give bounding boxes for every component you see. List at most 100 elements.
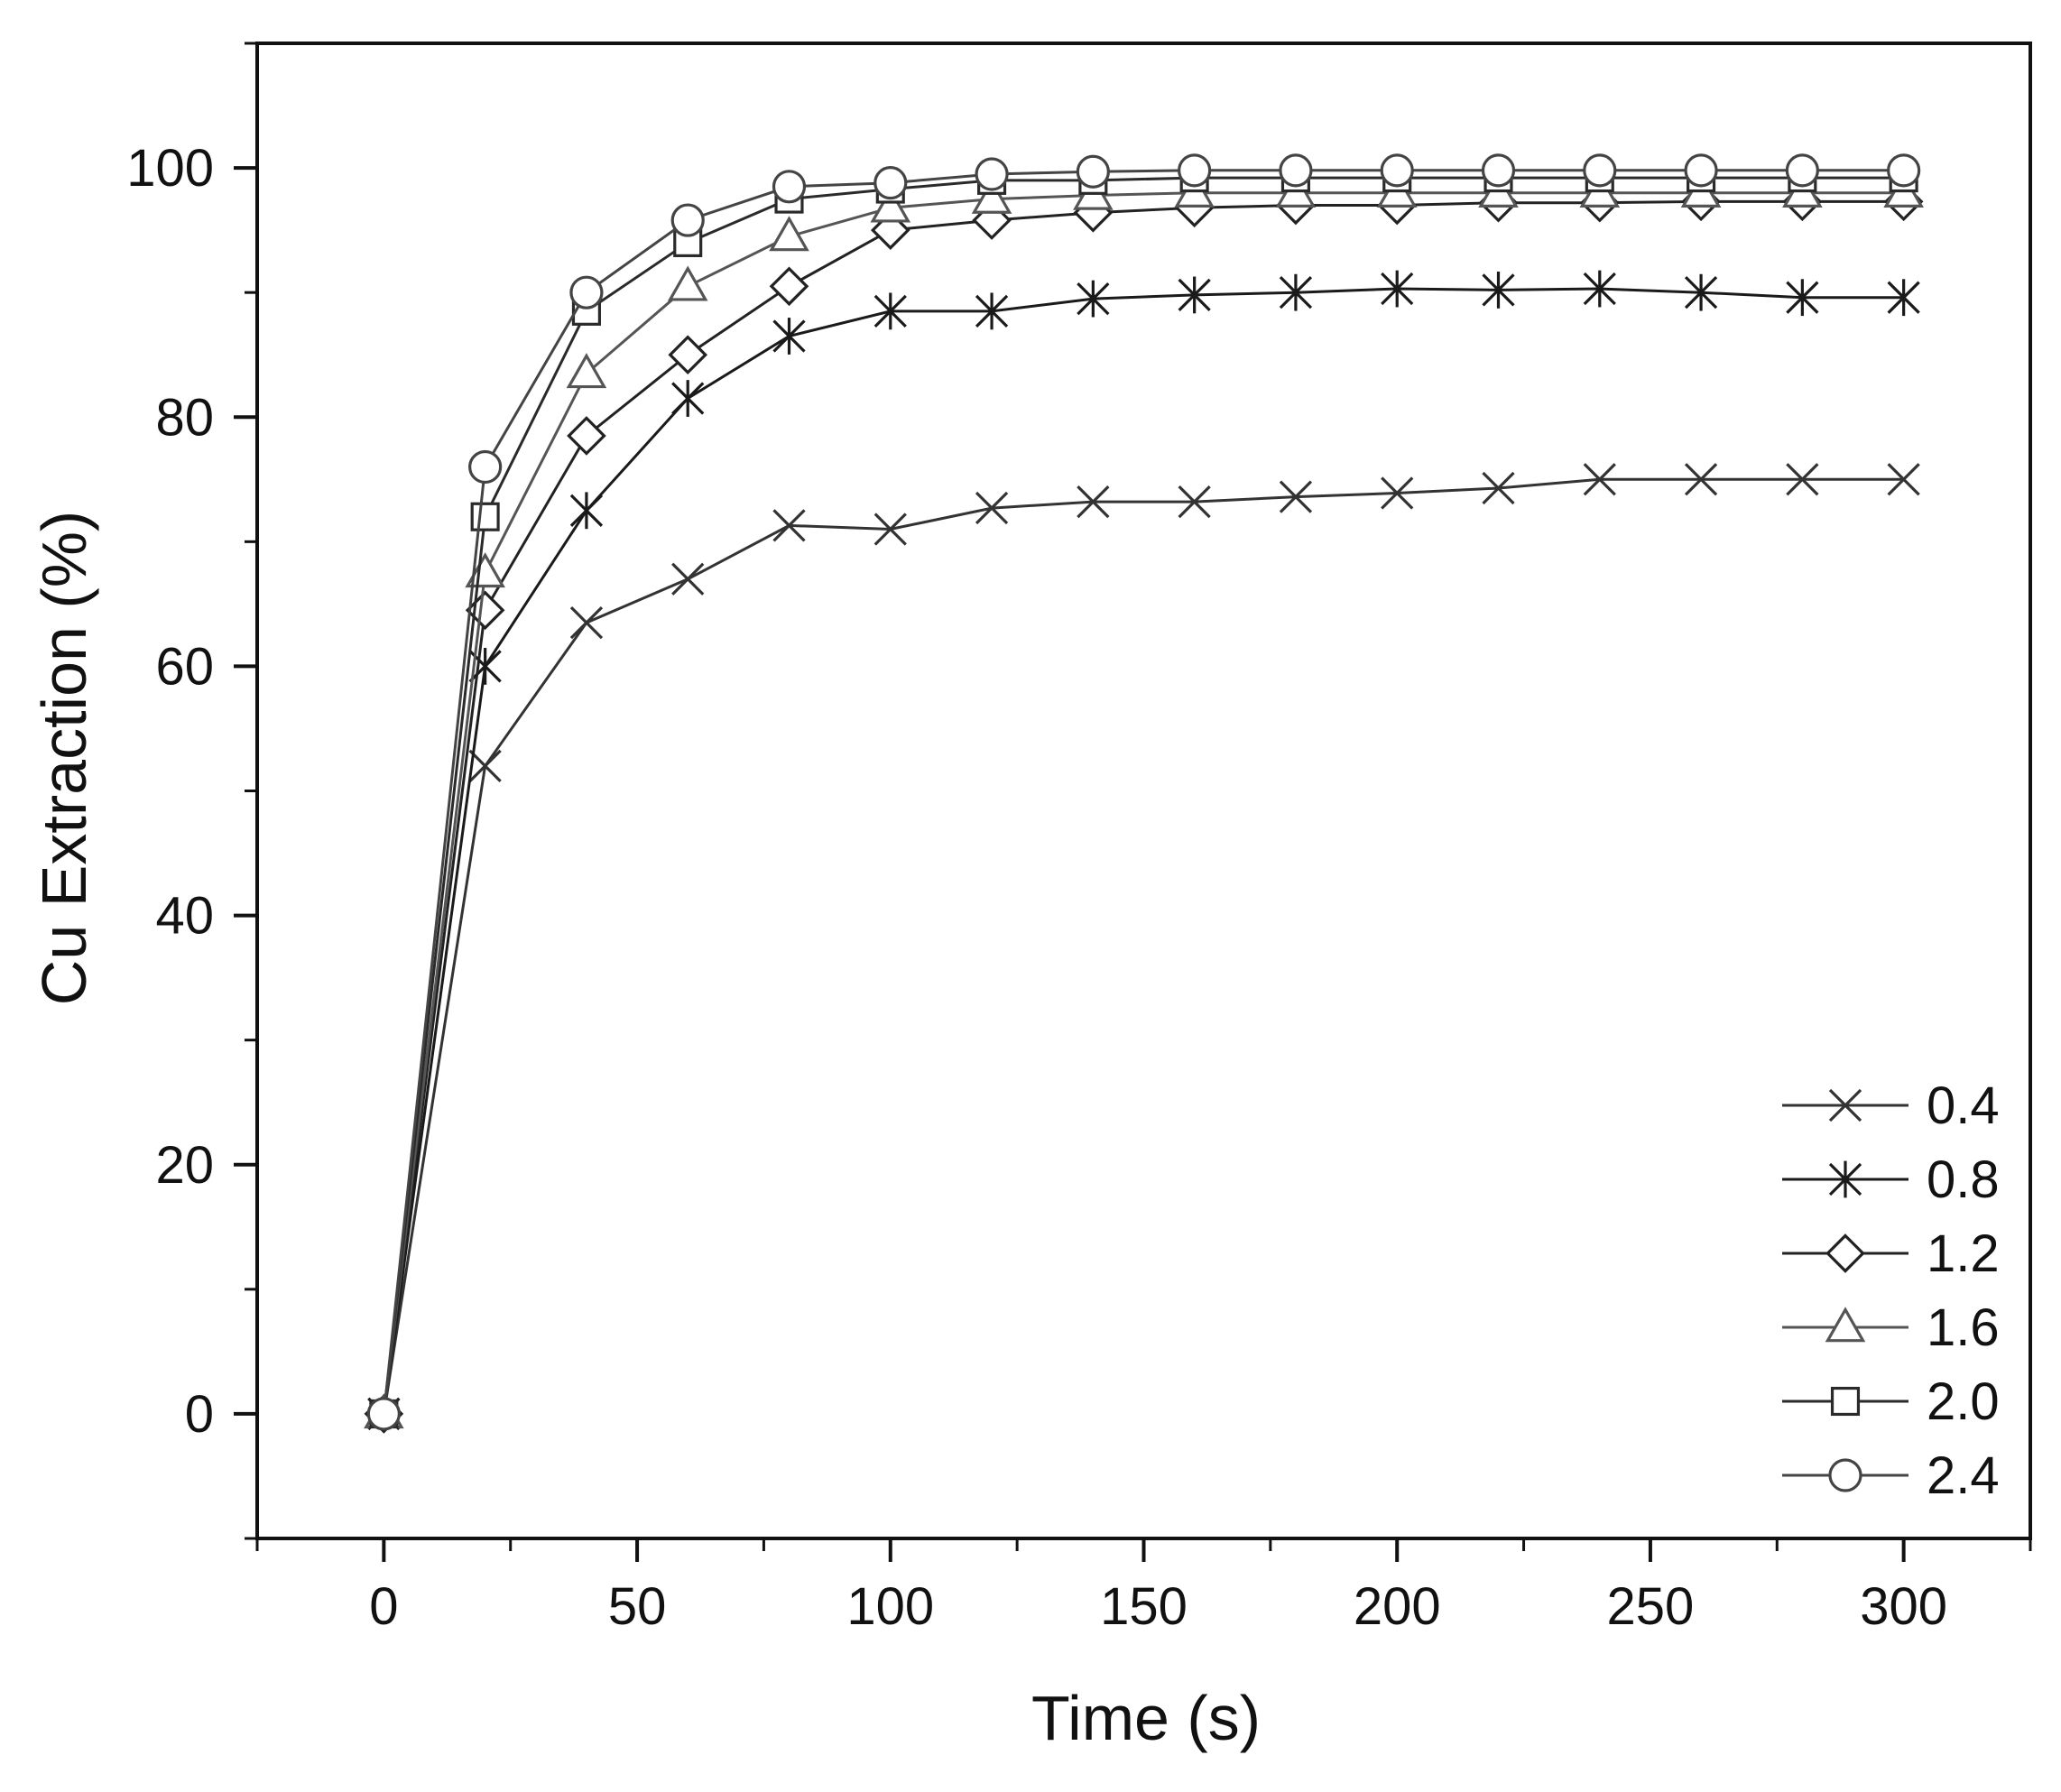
data-point-2.0-20 xyxy=(470,502,500,531)
data-point-0.8-40 xyxy=(569,492,604,530)
data-point-0.4-100-stroke xyxy=(873,513,907,546)
data-point-0.8-100 xyxy=(873,292,907,330)
data-point-1.6-40 xyxy=(566,353,607,389)
data-point-2.4-160 xyxy=(1178,153,1212,188)
data-point-2.4-60 xyxy=(670,203,705,237)
legend-marker-0.4 xyxy=(1828,1088,1862,1122)
data-point-2.0-20-shape xyxy=(470,502,500,531)
data-point-0.4-100 xyxy=(873,513,907,546)
x-tick-label: 150 xyxy=(1100,1577,1188,1636)
legend-label: 2.4 xyxy=(1927,1446,2000,1505)
series-2.4 xyxy=(366,153,1921,1431)
data-point-1.6-40-shape xyxy=(566,353,607,389)
data-point-0.4-220 xyxy=(1482,471,1515,505)
legend-marker-2.4-shape xyxy=(1828,1458,1862,1492)
data-point-2.4-300 xyxy=(1887,153,1921,188)
data-point-2.4-220 xyxy=(1481,153,1516,188)
data-point-0.4-180 xyxy=(1279,480,1313,513)
data-point-0.4-40-stroke xyxy=(569,605,604,640)
data-point-1.6-20 xyxy=(465,552,505,588)
data-point-0.4-160-stroke xyxy=(1178,485,1211,519)
data-point-0.8-220 xyxy=(1482,272,1515,309)
legend-marker-1.6-shape xyxy=(1825,1307,1866,1343)
data-point-2.4-0-shape xyxy=(366,1397,401,1431)
legend-label: 0.8 xyxy=(1927,1150,2000,1209)
data-point-0.4-200-stroke xyxy=(1381,476,1414,510)
data-point-0.4-240-stroke xyxy=(1583,463,1616,496)
data-point-2.4-200-shape xyxy=(1380,153,1414,188)
data-point-1.2-40 xyxy=(567,416,606,456)
legend-marker-2.0-shape xyxy=(1830,1386,1861,1417)
y-axis-label: Cu Extraction (%) xyxy=(29,511,99,1005)
data-point-2.4-300-shape xyxy=(1887,153,1921,188)
data-point-0.4-240 xyxy=(1583,463,1616,496)
data-point-2.4-80 xyxy=(772,170,807,204)
data-point-0.4-60 xyxy=(671,562,705,596)
y-tick-label: 40 xyxy=(155,887,214,946)
data-point-0.4-120-stroke xyxy=(975,491,1009,525)
data-point-0.8-260 xyxy=(1684,273,1718,311)
data-point-2.4-180-shape xyxy=(1279,153,1313,188)
y-tick-label: 100 xyxy=(126,139,214,198)
data-point-2.4-200 xyxy=(1380,153,1414,188)
data-point-1.2-60-shape xyxy=(668,335,708,375)
y-tick-label: 60 xyxy=(155,637,214,696)
data-point-0.4-20 xyxy=(468,749,502,783)
data-point-1.6-80-shape xyxy=(769,216,809,252)
x-tick-label: 200 xyxy=(1354,1577,1441,1636)
legend-marker-2.4 xyxy=(1828,1458,1862,1492)
data-point-1.2-20-shape xyxy=(465,590,505,631)
data-point-0.4-260-stroke xyxy=(1684,463,1718,496)
data-point-2.4-80-shape xyxy=(772,170,807,204)
data-point-2.4-100 xyxy=(873,166,908,200)
data-point-2.4-220-shape xyxy=(1481,153,1516,188)
data-point-2.4-280 xyxy=(1785,153,1819,188)
data-point-2.4-160-shape xyxy=(1178,153,1212,188)
legend-marker-2.0 xyxy=(1830,1386,1861,1417)
legend-label: 2.0 xyxy=(1927,1372,2000,1431)
data-point-1.6-60-shape xyxy=(667,265,708,301)
y-tick-label: 0 xyxy=(185,1385,214,1444)
data-point-2.4-140-shape xyxy=(1076,154,1110,189)
data-point-0.4-140-stroke xyxy=(1077,485,1110,519)
data-point-0.8-300 xyxy=(1887,279,1920,317)
data-point-1.2-20 xyxy=(465,590,505,631)
series-line-1.2 xyxy=(382,199,1904,1415)
y-tick-label: 20 xyxy=(155,1136,214,1195)
data-point-2.4-20 xyxy=(468,449,503,485)
x-tick-label: 50 xyxy=(608,1577,667,1636)
data-point-0.4-180-stroke xyxy=(1279,480,1313,513)
data-point-0.4-160 xyxy=(1178,485,1211,519)
x-axis-label: Time (s) xyxy=(1031,1683,1261,1753)
x-tick-label: 100 xyxy=(846,1577,934,1636)
data-point-1.6-120-shape xyxy=(971,178,1012,214)
data-point-2.4-280-shape xyxy=(1785,153,1819,188)
data-point-0.8-160 xyxy=(1178,276,1211,314)
data-point-2.4-0 xyxy=(366,1397,401,1431)
data-point-2.4-120-shape xyxy=(975,157,1009,191)
series-line-2.0 xyxy=(382,176,1904,1415)
legend-entry-0.8: 0.8 xyxy=(1782,1150,2000,1209)
data-point-0.4-40 xyxy=(569,605,604,640)
data-point-1.2-80-shape xyxy=(769,266,809,307)
data-point-0.4-80-stroke xyxy=(772,509,806,542)
legend-label: 1.2 xyxy=(1927,1224,2000,1283)
data-point-2.4-100-shape xyxy=(873,166,908,200)
data-point-0.4-280 xyxy=(1786,463,1819,496)
series-layer xyxy=(364,153,1924,1434)
data-point-1.2-80 xyxy=(769,266,809,307)
legend-marker-0.8 xyxy=(1828,1160,1862,1198)
axes: 0 50 100 150 200 250 300 0 20 40 60 80 100 xyxy=(126,42,2032,1636)
legend-entry-1.2: 1.2 xyxy=(1782,1224,2000,1283)
data-point-2.4-240 xyxy=(1583,153,1617,188)
data-point-0.4-80 xyxy=(772,509,806,542)
series-line-0.4 xyxy=(382,477,1904,1415)
series-line-0.8 xyxy=(382,287,1904,1415)
data-point-2.4-20-shape xyxy=(468,449,503,485)
data-point-0.8-200 xyxy=(1381,270,1414,308)
data-point-2.4-140 xyxy=(1076,154,1110,189)
data-point-0.4-260 xyxy=(1684,463,1718,496)
data-point-2.4-60-shape xyxy=(670,203,705,237)
